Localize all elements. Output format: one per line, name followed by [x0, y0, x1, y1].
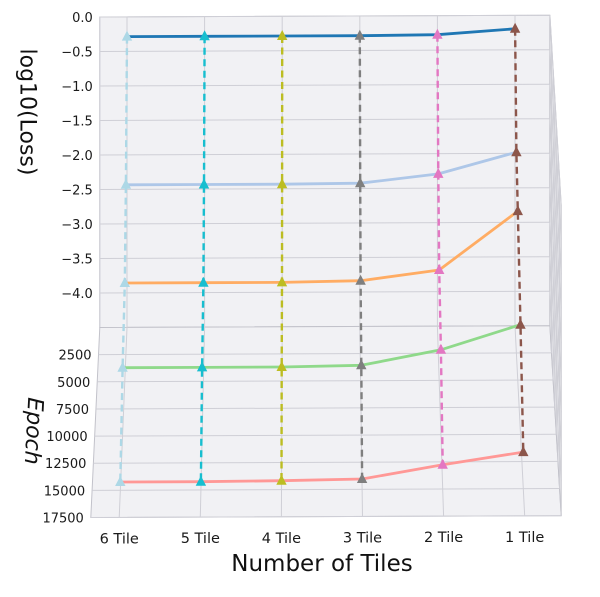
axis-panes: [90, 14, 562, 519]
svg-text:10000: 10000: [46, 430, 87, 445]
triangle-marker: [356, 359, 367, 370]
triangle-marker: [199, 30, 210, 41]
svg-text:−3.5: −3.5: [61, 253, 93, 268]
triangle-marker: [437, 458, 448, 469]
triangle-marker: [434, 264, 445, 274]
triangle-marker: [198, 276, 209, 287]
triangle-marker: [276, 474, 287, 485]
svg-text:−0.5: −0.5: [61, 46, 93, 61]
y-axis-label: Epoch: [18, 396, 48, 466]
triangle-marker: [518, 446, 529, 457]
triangle-marker: [276, 361, 287, 371]
series-lines: [118, 27, 525, 484]
svg-text:6 Tile: 6 Tile: [100, 531, 139, 547]
triangle-marker: [511, 146, 522, 157]
triangle-marker: [120, 178, 132, 189]
triangle-marker: [117, 361, 128, 372]
triangle-marker: [509, 22, 521, 33]
x-axis-label: Number of Tiles: [231, 551, 413, 577]
triangle-marker: [512, 205, 523, 216]
triangle-marker: [119, 277, 130, 287]
tick-labels: 0.0 −0.5 −1.0 −1.5 −2.0 −2.5 −3.0 −3.5 −4.0 2500 5…: [42, 11, 544, 547]
svg-text:0.0: 0.0: [72, 11, 93, 26]
svg-text:−2.0: −2.0: [61, 149, 93, 164]
triangle-marker: [356, 473, 368, 483]
svg-text:2 Tile: 2 Tile: [424, 530, 463, 546]
triangle-marker: [432, 28, 443, 39]
svg-text:5 Tile: 5 Tile: [181, 531, 220, 547]
svg-text:−2.5: −2.5: [61, 184, 93, 199]
triangle-marker: [121, 30, 133, 41]
svg-text:3 Tile: 3 Tile: [343, 530, 382, 546]
triangle-marker: [277, 30, 288, 40]
svg-text:12500: 12500: [45, 457, 86, 472]
svg-text:1 Tile: 1 Tile: [505, 530, 544, 546]
triangle-marker: [354, 29, 365, 40]
svg-text:−3.0: −3.0: [61, 218, 93, 233]
triangle-marker: [115, 476, 126, 486]
svg-text:−4.0: −4.0: [61, 287, 93, 302]
svg-text:−1.0: −1.0: [61, 80, 93, 95]
triangle-marker: [515, 318, 526, 329]
triangle-marker: [355, 177, 366, 188]
triangle-marker: [276, 178, 288, 189]
svg-text:4 Tile: 4 Tile: [262, 531, 301, 547]
svg-text:15000: 15000: [44, 484, 85, 499]
triangle-marker: [433, 167, 444, 178]
svg-text:−1.5: −1.5: [61, 115, 93, 130]
z-axis-label: log10(Loss): [14, 48, 40, 176]
triangle-marker: [435, 343, 447, 354]
svg-text:7500: 7500: [56, 403, 89, 418]
triangle-marker: [198, 178, 210, 189]
grid-lines: [90, 14, 562, 519]
triangle-marker: [355, 274, 366, 285]
triangle-marker: [196, 361, 208, 372]
svg-text:17500: 17500: [42, 512, 83, 527]
triangle-marker: [195, 475, 207, 486]
svg-text:5000: 5000: [57, 376, 90, 391]
svg-text:2500: 2500: [58, 349, 91, 364]
triangle-marker: [276, 276, 288, 287]
tile-connectors: [115, 22, 529, 486]
